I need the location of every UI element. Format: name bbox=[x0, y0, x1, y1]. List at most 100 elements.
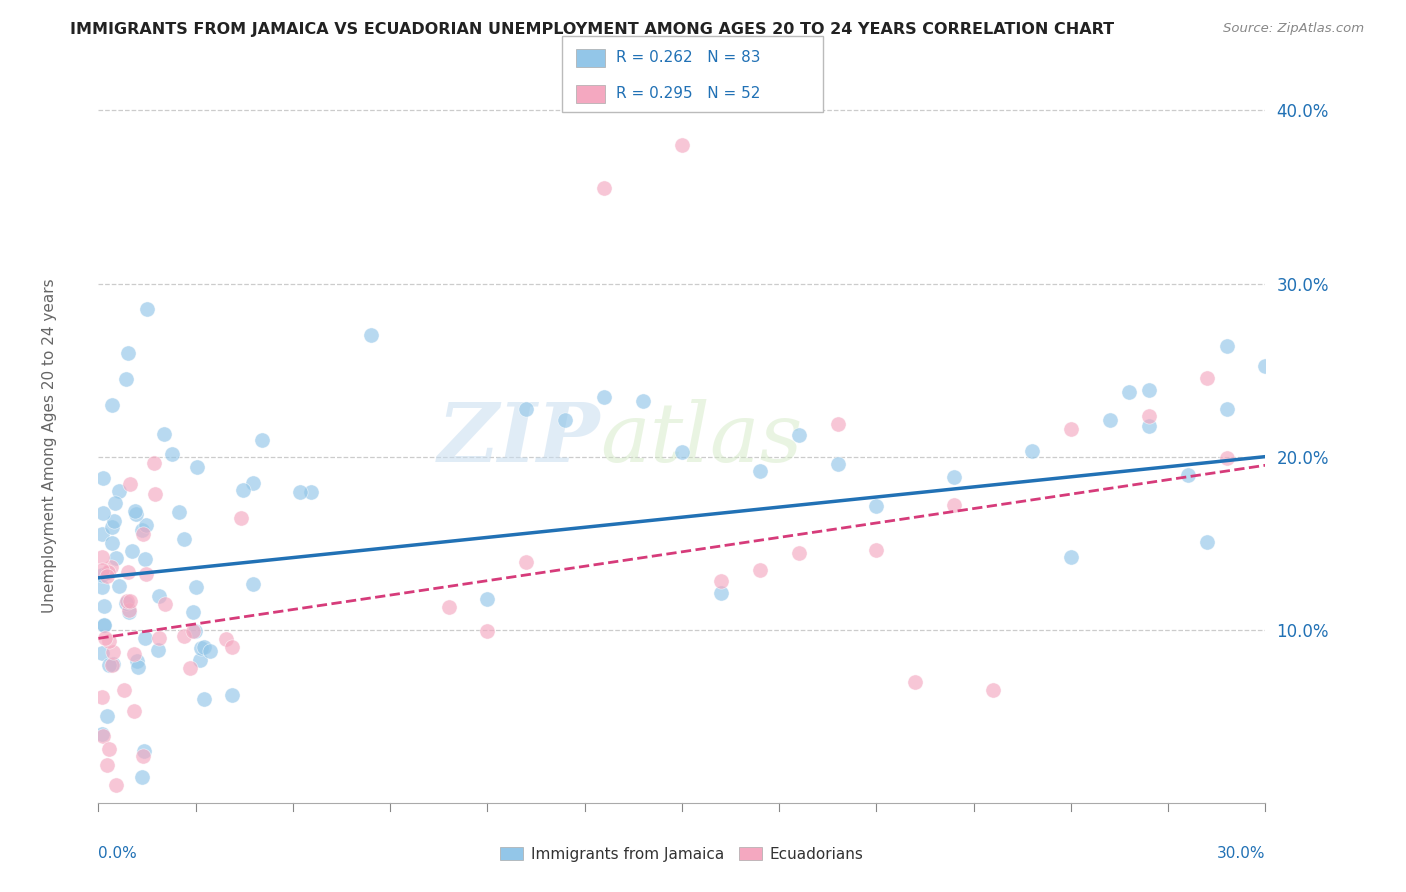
Point bbox=[96, 568, 118, 582]
Point bbox=[125, 507, 148, 521]
Text: 0.0%: 0.0% bbox=[98, 847, 138, 861]
Point bbox=[108, 483, 131, 498]
Legend: Immigrants from Jamaica, Ecuadorians: Immigrants from Jamaica, Ecuadorians bbox=[494, 840, 870, 868]
Point bbox=[515, 555, 537, 569]
Point bbox=[1118, 384, 1140, 399]
Point bbox=[118, 605, 141, 619]
Point bbox=[96, 565, 118, 579]
Point bbox=[117, 594, 139, 608]
Point bbox=[105, 779, 128, 793]
Point bbox=[160, 447, 183, 461]
Text: Unemployment Among Ages 20 to 24 years: Unemployment Among Ages 20 to 24 years bbox=[42, 278, 56, 614]
Point bbox=[152, 426, 174, 441]
Text: IMMIGRANTS FROM JAMAICA VS ECUADORIAN UNEMPLOYMENT AMONG AGES 20 TO 24 YEARS COR: IMMIGRANTS FROM JAMAICA VS ECUADORIAN UN… bbox=[70, 22, 1115, 37]
Point bbox=[98, 657, 121, 672]
Point bbox=[193, 640, 215, 654]
Point bbox=[117, 345, 139, 359]
Point bbox=[827, 457, 849, 471]
Point bbox=[242, 576, 264, 591]
Text: R = 0.295   N = 52: R = 0.295 N = 52 bbox=[616, 87, 761, 101]
Point bbox=[1254, 359, 1277, 373]
Text: 30.0%: 30.0% bbox=[1218, 847, 1265, 861]
Point bbox=[104, 496, 127, 510]
Point bbox=[748, 464, 770, 478]
Point bbox=[981, 683, 1004, 698]
Point bbox=[101, 398, 124, 412]
Point bbox=[299, 484, 322, 499]
Point bbox=[1195, 534, 1218, 549]
Point bbox=[173, 629, 195, 643]
Point bbox=[91, 471, 114, 485]
Point bbox=[101, 645, 124, 659]
Point bbox=[710, 586, 733, 600]
Point bbox=[554, 413, 576, 427]
Point bbox=[515, 402, 537, 417]
Point bbox=[91, 726, 114, 740]
Point bbox=[97, 742, 120, 756]
Point bbox=[748, 563, 770, 577]
Point bbox=[112, 682, 135, 697]
Point bbox=[1060, 422, 1083, 436]
Point bbox=[193, 692, 215, 706]
Point bbox=[91, 690, 114, 705]
Point bbox=[190, 640, 212, 655]
Point bbox=[593, 181, 616, 195]
Point bbox=[904, 674, 927, 689]
Point bbox=[710, 574, 733, 589]
Point bbox=[288, 484, 311, 499]
Point bbox=[787, 428, 810, 442]
Point bbox=[250, 433, 273, 447]
Text: ZIP: ZIP bbox=[437, 400, 600, 479]
Point bbox=[93, 631, 115, 645]
Point bbox=[120, 477, 142, 491]
Point bbox=[93, 617, 115, 632]
Point bbox=[787, 546, 810, 560]
Point bbox=[167, 505, 190, 519]
Point bbox=[360, 328, 382, 343]
Point bbox=[134, 551, 156, 566]
Point bbox=[671, 444, 693, 458]
Point bbox=[229, 511, 252, 525]
Point bbox=[179, 661, 201, 675]
Point bbox=[132, 744, 155, 758]
Point bbox=[91, 563, 114, 577]
Point bbox=[100, 535, 122, 549]
Point bbox=[943, 498, 966, 512]
Point bbox=[1215, 401, 1237, 416]
Point bbox=[1215, 450, 1237, 465]
Text: Source: ZipAtlas.com: Source: ZipAtlas.com bbox=[1223, 22, 1364, 36]
Point bbox=[148, 589, 170, 603]
Point bbox=[96, 757, 118, 772]
Point bbox=[100, 560, 122, 574]
Point bbox=[215, 632, 238, 646]
Point bbox=[105, 550, 128, 565]
Point bbox=[1177, 467, 1199, 482]
Point bbox=[101, 519, 124, 533]
Point bbox=[98, 634, 121, 648]
Point bbox=[221, 688, 243, 702]
Point bbox=[91, 527, 114, 541]
Point bbox=[865, 499, 887, 513]
Point bbox=[188, 653, 211, 667]
Point bbox=[671, 138, 693, 153]
Point bbox=[1137, 409, 1160, 423]
Point bbox=[1137, 418, 1160, 433]
Point bbox=[122, 705, 145, 719]
Point bbox=[437, 600, 460, 615]
Point bbox=[865, 542, 887, 557]
Point bbox=[1137, 384, 1160, 398]
Point bbox=[1098, 413, 1121, 427]
Point bbox=[135, 517, 157, 532]
Point bbox=[127, 654, 149, 668]
Point bbox=[93, 617, 115, 632]
Point bbox=[93, 599, 115, 614]
Point bbox=[593, 390, 616, 404]
Point bbox=[117, 602, 139, 616]
Point bbox=[186, 580, 208, 594]
Point bbox=[96, 709, 118, 723]
Point bbox=[198, 644, 221, 658]
Point bbox=[124, 647, 146, 661]
Point bbox=[1060, 549, 1083, 564]
Point bbox=[155, 597, 177, 611]
Point bbox=[91, 729, 114, 743]
